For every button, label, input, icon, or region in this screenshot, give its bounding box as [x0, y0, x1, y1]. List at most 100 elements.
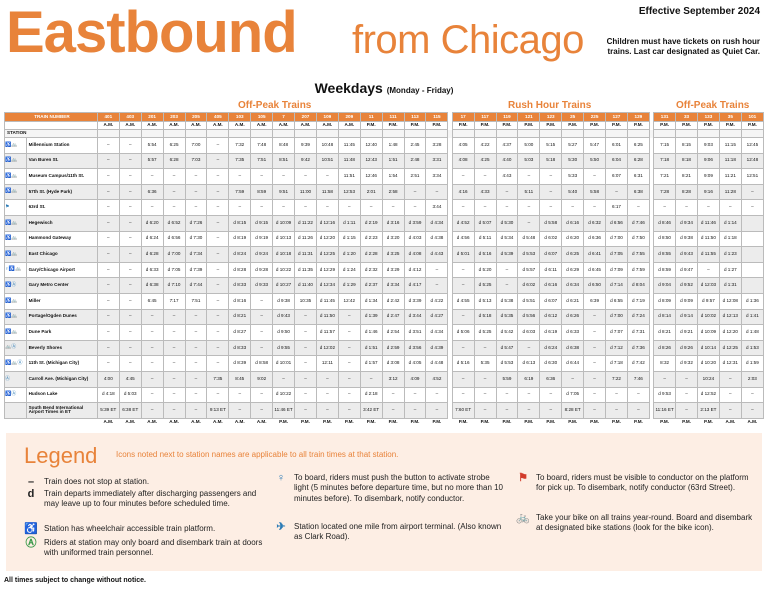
time-cell: – [206, 339, 230, 357]
station-row: ♿🚲 Museum Campus/11th St. – – – – – – – – – – –11:51… [4, 168, 765, 185]
time-cell: d 8:26 [653, 339, 677, 357]
station-name: Hammond Gateway [25, 230, 98, 248]
time-cell: d 9:28 [250, 261, 274, 279]
ampm-label: A.M. [184, 121, 208, 130]
ampm-label: P.M. [502, 419, 512, 425]
time-cell: – [162, 324, 186, 341]
time-cell: 6:28 [626, 152, 650, 170]
time-cell: d 7:18 [605, 355, 628, 372]
time-cell: d 12:25 [718, 339, 742, 357]
time-cell: d 9:47 [675, 261, 698, 279]
column-gap [447, 184, 453, 200]
time-cell: – [272, 370, 296, 388]
ampm-label: A.M. [140, 121, 164, 130]
time-cell: 7:48 [250, 137, 274, 154]
time-cell: d 2:47 [381, 308, 405, 326]
time-cell: – [740, 199, 765, 216]
time-cell: d 4:52 [451, 214, 475, 232]
time-cell: 2:03 [740, 370, 765, 388]
column-gap [649, 168, 654, 185]
column-gap [447, 402, 453, 419]
time-cell: 9:13 ET [206, 402, 230, 419]
time-cell: 5:15 [539, 137, 563, 154]
time-cell: 10:24 [696, 370, 720, 388]
column-gap [649, 129, 654, 138]
time-cell: – [140, 308, 164, 326]
time-cell: – [517, 199, 541, 216]
header-cell [517, 129, 541, 138]
ampm-label: A.M. [725, 419, 736, 425]
time-cell: – [250, 168, 274, 185]
time-cell: – [184, 308, 208, 326]
time-cell: – [140, 199, 164, 216]
train-number-row: TRAIN NUMBER 401 403 201 203 205 405 103 105 7 207… [4, 112, 765, 122]
time-cell: – [583, 370, 607, 388]
time-cell: – [294, 402, 317, 419]
column-gap [447, 309, 453, 325]
time-cell: d 2:32 [359, 261, 383, 279]
time-cell: d 7:50 [626, 230, 650, 248]
timetable: TRAIN NUMBER 401 403 201 203 205 405 103 105 7 207… [4, 112, 765, 427]
time-cell: – [118, 152, 142, 170]
time-cell: d 8:46 [653, 214, 677, 232]
time-cell: – [184, 168, 208, 185]
time-cell: 4:37 [495, 137, 519, 154]
time-cell: 12:45 [740, 137, 765, 154]
time-cell: 8:21 [675, 168, 698, 185]
time-cell: – [495, 277, 519, 294]
header-cell [140, 129, 164, 138]
wheelchair-icon: ♿ [24, 523, 38, 535]
time-cell: 8:51 [272, 152, 296, 170]
time-cell: 7:00 [184, 137, 208, 154]
column-gap [447, 199, 453, 216]
time-cell: 1:51 [381, 152, 405, 170]
train-number: 7 [272, 112, 296, 122]
time-cell: d 6:24 [539, 339, 563, 357]
legend-text: Station has wheelchair accessible train … [44, 524, 216, 533]
time-cell: d 5:11 [473, 230, 497, 248]
time-cell: d 5:03 [118, 386, 142, 404]
time-cell: 7:18 [653, 152, 677, 170]
time-cell: – [118, 355, 142, 372]
time-cell: d 5:47 [495, 339, 519, 357]
time-cell: d 10:09 [696, 324, 720, 341]
column-gap [447, 418, 453, 427]
time-cell: 11:28 [718, 183, 742, 201]
time-cell: – [96, 261, 120, 279]
time-cell: d 6:13 [517, 355, 541, 372]
time-cell: – [403, 386, 427, 404]
ampm-label: P.M. [344, 419, 354, 425]
time-cell: – [473, 370, 497, 388]
time-cell: – [294, 339, 317, 357]
time-cell: – [162, 355, 186, 372]
time-cell: – [96, 168, 120, 185]
time-cell: – [118, 292, 142, 310]
ampm-label: P.M. [675, 121, 698, 130]
time-cell: – [381, 199, 405, 216]
legend-item-uniformed: Ⓐ Riders at station may only board and d… [24, 538, 269, 559]
time-cell: 12:40 [359, 137, 383, 154]
time-cell: d 1:20 [337, 246, 361, 263]
legend-text: Train departs immediately after discharg… [44, 489, 257, 509]
time-cell: d 1:51 [359, 339, 383, 357]
train-number-label: TRAIN NUMBER [4, 112, 98, 122]
ampm-label: A.M. [206, 121, 230, 130]
time-cell: – [495, 402, 519, 419]
time-cell: – [315, 402, 339, 419]
train-number: 203 [162, 112, 186, 122]
ampm-label: P.M. [612, 419, 621, 425]
time-cell: d 1:23 [718, 246, 742, 263]
time-cell: d 1:18 [718, 230, 742, 248]
time-cell: d 6:07 [539, 246, 563, 263]
time-cell: – [184, 199, 208, 216]
time-cell: 10:51 [315, 152, 339, 170]
train-number: 129 [626, 112, 650, 122]
ticket-notice: Children must have tickets on rush hour … [606, 37, 760, 56]
time-cell: d 6:50 [583, 277, 607, 294]
train-number: 119 [495, 112, 519, 122]
time-cell [740, 230, 765, 248]
train-number: 403 [118, 112, 142, 122]
time-cell: d 7:05 [605, 246, 628, 263]
time-cell: – [583, 386, 607, 404]
time-cell: – [140, 386, 164, 404]
